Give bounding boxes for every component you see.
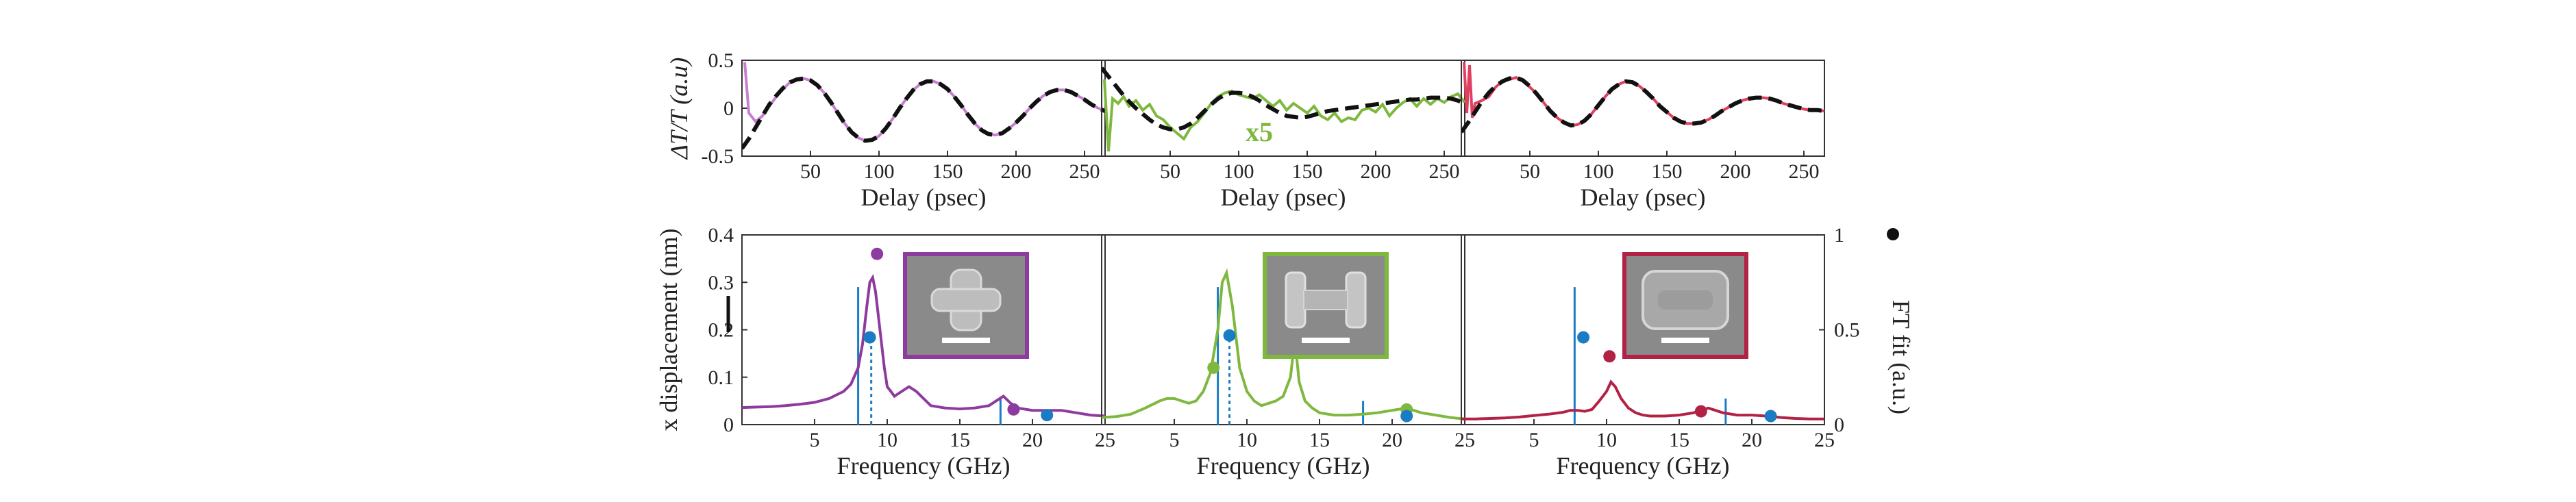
plot-area	[1461, 287, 1824, 425]
axes-frame	[1101, 234, 1465, 425]
x-tick-label: 15	[950, 429, 970, 451]
x-tick-label: 50	[800, 160, 821, 183]
x-tick-label: 200	[1720, 160, 1751, 183]
panel-top-3: 50 100 150 200 250 Delay (psec)	[1461, 60, 1825, 211]
inset-shape	[1285, 271, 1306, 329]
inset-scale-bar	[942, 338, 990, 343]
inset-shape	[1303, 290, 1348, 310]
x-tick-label: 5	[810, 429, 820, 451]
x-tick-label: 25	[1814, 429, 1835, 451]
inset-shape	[1658, 290, 1713, 310]
y-tick-label: 0.5	[708, 49, 734, 72]
x-axis-label: Frequency (GHz)	[1197, 452, 1370, 479]
x-tick-label: 50	[1160, 160, 1180, 183]
panel-bottom-3: 5 10 15 20 25 Frequency (GHz) 0 0.5 1 FT fit (a.u…	[1461, 224, 1915, 479]
x-axis-label: Delay (psec)	[1581, 184, 1706, 211]
panel-top-2: 50 100 150 200 250 Delay (psec) x5	[1101, 60, 1465, 211]
fit-dot-blue	[1041, 409, 1054, 422]
x-tick-label: 250	[1429, 160, 1460, 183]
y2-tick-label: 0	[1834, 414, 1844, 436]
x-tick-label: 15	[1669, 429, 1689, 451]
x-tick-label: 150	[1652, 160, 1683, 183]
x-tick-label: 50	[1520, 160, 1540, 183]
panel-top-1: 50 100 150 200 250 Delay (psec) 0.5 0 -0.5 ΔT/T (…	[665, 49, 1106, 211]
x-tick-label: 5	[1169, 429, 1180, 451]
inset-shape	[1345, 271, 1367, 329]
x-tick-label: 200	[1001, 160, 1032, 183]
plot-area	[742, 62, 1105, 150]
panel-bottom-2: 5 10 15 20 25 Frequency (GHz)	[1101, 234, 1475, 479]
x-axis-label: Delay (psec)	[1221, 184, 1346, 211]
x-tick-label: 150	[932, 160, 963, 183]
x-axis-label: Delay (psec)	[861, 184, 987, 211]
y2-tick-label: 0.5	[1834, 319, 1860, 342]
y2-tick-label: 1	[1834, 224, 1844, 247]
plot-area	[1102, 268, 1465, 425]
fit-curve	[742, 76, 1105, 150]
plot-area	[742, 247, 1105, 425]
plot-area	[1461, 62, 1824, 134]
y-tick-label: 0	[723, 97, 734, 120]
fit-dot-blue	[1577, 331, 1590, 344]
axes-frame	[1101, 60, 1465, 157]
x-axis-label: Frequency (GHz)	[837, 452, 1011, 479]
fit-dot-colored	[1207, 361, 1220, 374]
spectrum-curve	[1461, 379, 1824, 421]
scale-annotation: x5	[1246, 116, 1273, 147]
x-tick-label: 20	[1022, 429, 1043, 451]
x-tick-label: 25	[1095, 429, 1115, 451]
legend-dot-marker	[1887, 228, 1899, 240]
y-tick-label: 0.1	[708, 366, 734, 389]
fit-dot-colored	[1007, 403, 1020, 416]
x-tick-label: 10	[877, 429, 897, 451]
axes-frame	[1461, 60, 1825, 157]
fit-dot-colored	[1694, 405, 1707, 418]
axes-frame	[741, 60, 1106, 157]
y-tick-label: 0.3	[708, 271, 734, 294]
fit-dot-colored	[871, 247, 884, 260]
x-tick-label: 10	[1237, 429, 1257, 451]
x-tick-label: 20	[1742, 429, 1762, 451]
x-tick-label: 10	[1596, 429, 1617, 451]
x-tick-label: 20	[1382, 429, 1402, 451]
measured-curve	[743, 62, 1105, 142]
y-tick-label: -0.5	[702, 145, 734, 168]
fit-curve	[1102, 66, 1465, 131]
x-tick-label: 15	[1309, 429, 1330, 451]
measured-curve	[1103, 79, 1465, 152]
fit-dot-blue	[863, 331, 876, 344]
inset-scale-bar	[1661, 338, 1709, 343]
x-tick-label: 5	[1529, 429, 1539, 451]
inset-scale-bar	[1302, 338, 1350, 343]
fit-dot-colored	[1603, 350, 1616, 363]
fit-dot-blue	[1764, 410, 1777, 423]
plot-area	[1102, 66, 1465, 152]
x-tick-label: 100	[1224, 160, 1254, 183]
y-axis-label: x displacement (nm)	[655, 229, 682, 431]
x-tick-label: 100	[1583, 160, 1614, 183]
x-tick-label: 250	[1789, 160, 1820, 183]
x-axis-label: Frequency (GHz)	[1557, 452, 1730, 479]
fit-dot-blue	[1223, 329, 1236, 342]
y-axis-label: ΔT/T (a.u)	[665, 58, 693, 161]
measured-curve	[1463, 62, 1824, 127]
fit-curve	[1461, 75, 1824, 134]
spectrum-curve	[1102, 268, 1465, 421]
x-tick-label: 25	[1454, 429, 1475, 451]
y-tick-label: 0.4	[708, 224, 734, 247]
fit-dot-blue	[1400, 410, 1413, 423]
inset-shape	[930, 288, 1002, 312]
y-tick-label: 0	[723, 414, 734, 436]
x-tick-label: 250	[1069, 160, 1100, 183]
y2-axis-label: FT fit (a.u.)	[1887, 300, 1915, 414]
x-tick-label: 200	[1361, 160, 1391, 183]
x-tick-label: 100	[864, 160, 895, 183]
x-tick-label: 150	[1292, 160, 1323, 183]
